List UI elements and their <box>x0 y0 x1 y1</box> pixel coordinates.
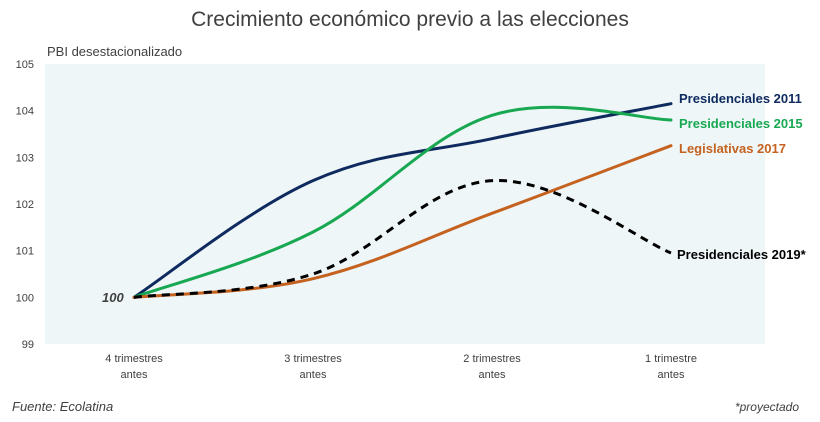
x-tick-label: 1 trimestre <box>645 353 697 365</box>
series-lines <box>132 102 673 299</box>
y-tick-label: 100 <box>16 292 34 304</box>
y-tick-label: 104 <box>16 106 34 118</box>
x-tick-label: antes <box>300 369 327 381</box>
x-tick-label: 4 trimestres <box>105 353 163 365</box>
series-line-presidenciales-2015 <box>132 105 673 299</box>
x-tick-label: antes <box>121 369 148 381</box>
y-tick-label: 102 <box>16 199 34 211</box>
x-axis: 4 trimestres antes 3 trimestres antes 2 trim… <box>105 353 697 381</box>
y-tick-label: 99 <box>22 339 34 351</box>
y-tick-label: 105 <box>16 59 34 71</box>
series-label: Presidenciales 2019* <box>677 247 807 262</box>
series-label: Presidenciales 2011 <box>679 91 802 106</box>
x-tick-label: 3 trimestres <box>284 353 342 365</box>
series-line-presidenciales-2019 <box>133 179 672 299</box>
y-axis-label: PBI desestacionalizado <box>47 44 182 59</box>
chart-title: Crecimiento económico previo a las elecc… <box>191 8 629 31</box>
y-axis: 99 100 101 102 103 104 105 <box>16 59 34 351</box>
source-note: Fuente: Ecolatina <box>12 399 113 414</box>
series-line-presidenciales-2011 <box>132 102 673 299</box>
x-tick-label: antes <box>658 369 685 381</box>
series-labels: Presidenciales 2011 Presidenciales 2015 Le… <box>677 91 807 262</box>
y-tick-label: 101 <box>16 246 34 258</box>
series-label: Legislativas 2017 <box>679 141 786 156</box>
plot-area <box>45 64 765 344</box>
series-label: Presidenciales 2015 <box>679 116 803 131</box>
start-value-annotation: 100 <box>102 290 124 305</box>
x-tick-label: antes <box>479 369 506 381</box>
projection-note: *proyectado <box>735 400 799 414</box>
x-tick-label: 2 trimestres <box>463 353 521 365</box>
y-tick-label: 103 <box>16 152 34 164</box>
